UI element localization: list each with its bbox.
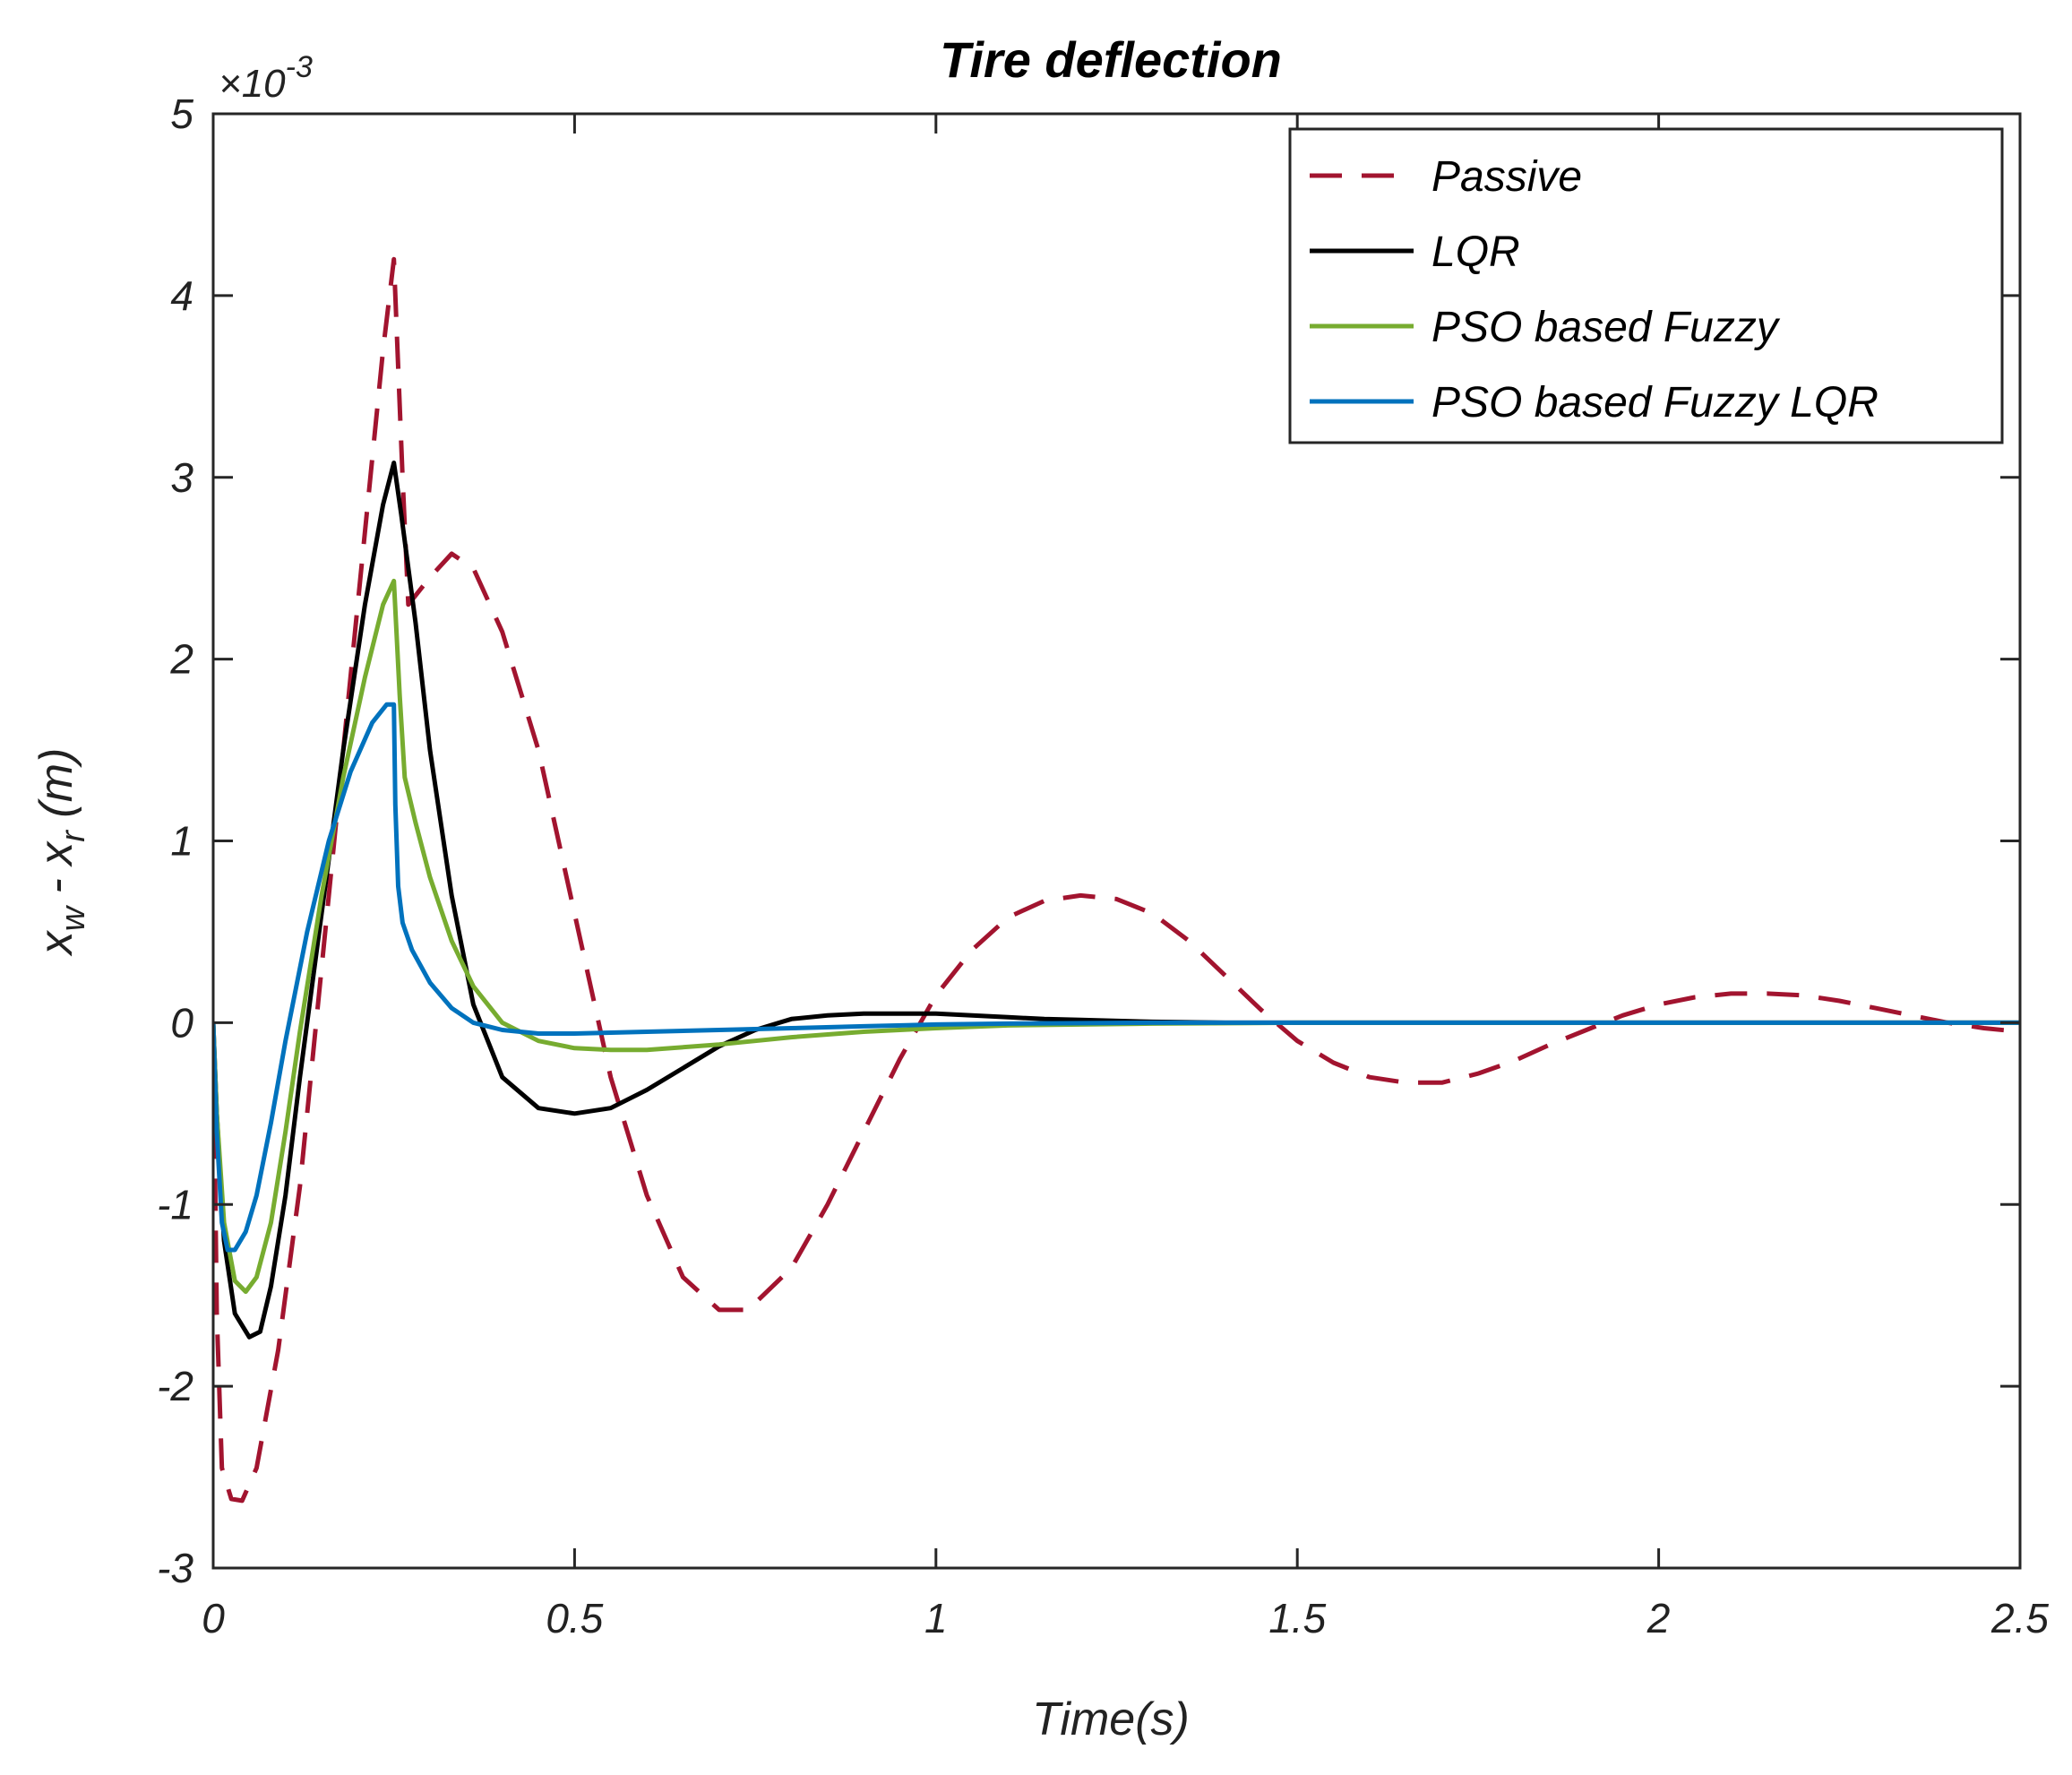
x-tick-label: 1 <box>924 1595 948 1641</box>
y-axis-title-sub-w: w <box>55 904 92 931</box>
legend-label-passive: Passive <box>1431 153 1582 201</box>
y-tick-label: -1 <box>157 1181 193 1228</box>
y-tick-label: 0 <box>170 999 193 1046</box>
legend-label-pso-based-fuzzy-lqr: PSO based Fuzzy LQR <box>1431 379 1879 427</box>
x-tick-label: 0 <box>202 1595 225 1641</box>
y-tick-label: 2 <box>169 636 193 683</box>
y-axis-title-suffix: (m) <box>30 748 82 831</box>
x-axis: 0 0.5 1 1.5 2 2.5 <box>202 114 2049 1641</box>
x-tick-label: 1.5 <box>1268 1595 1326 1641</box>
series-lines <box>213 256 2020 1504</box>
y-axis-title-sub-r: r <box>55 830 92 842</box>
x-tick-label: 0.5 <box>546 1595 603 1641</box>
y-tick-label: 4 <box>170 272 193 319</box>
legend: Passive LQR PSO based Fuzzy PSO based Fuzzy… <box>1288 127 2004 444</box>
y-multiplier-base: ×10 <box>219 62 286 106</box>
y-tick-label: -2 <box>157 1363 193 1409</box>
legend-box <box>1288 127 2004 444</box>
y-multiplier: ×10-3 <box>219 50 313 106</box>
y-axis-title-middle: - x <box>30 840 82 907</box>
y-axis-title-prefix: x <box>30 929 82 957</box>
y-tick-label: 3 <box>170 454 193 501</box>
y-multiplier-exponent: -3 <box>286 50 313 84</box>
series-line-passive <box>213 256 2020 1504</box>
series-line-pso-based-fuzzy <box>213 578 2020 1295</box>
x-axis-title: Time(s) <box>1032 1693 1190 1745</box>
y-axis-title: xw - xr (m) <box>30 748 92 958</box>
y-tick-label: -3 <box>157 1545 193 1591</box>
series-line-lqr <box>213 461 2020 1340</box>
series-line-pso-based-fuzzy-lqr <box>213 702 2020 1253</box>
y-tick-label: 1 <box>170 818 193 865</box>
y-tick-label: 5 <box>170 90 193 137</box>
y-axis: -3 -2 -1 0 1 2 3 4 5 <box>157 90 2020 1591</box>
svg-text:×10-3: ×10-3 <box>219 50 313 106</box>
chart-title: Tire deflection <box>940 31 1282 88</box>
x-tick-label: 2 <box>1646 1595 1671 1641</box>
x-tick-label: 2.5 <box>1990 1595 2049 1641</box>
legend-label-lqr: LQR <box>1431 228 1520 276</box>
legend-label-pso-based-fuzzy: PSO based Fuzzy <box>1431 304 1781 351</box>
